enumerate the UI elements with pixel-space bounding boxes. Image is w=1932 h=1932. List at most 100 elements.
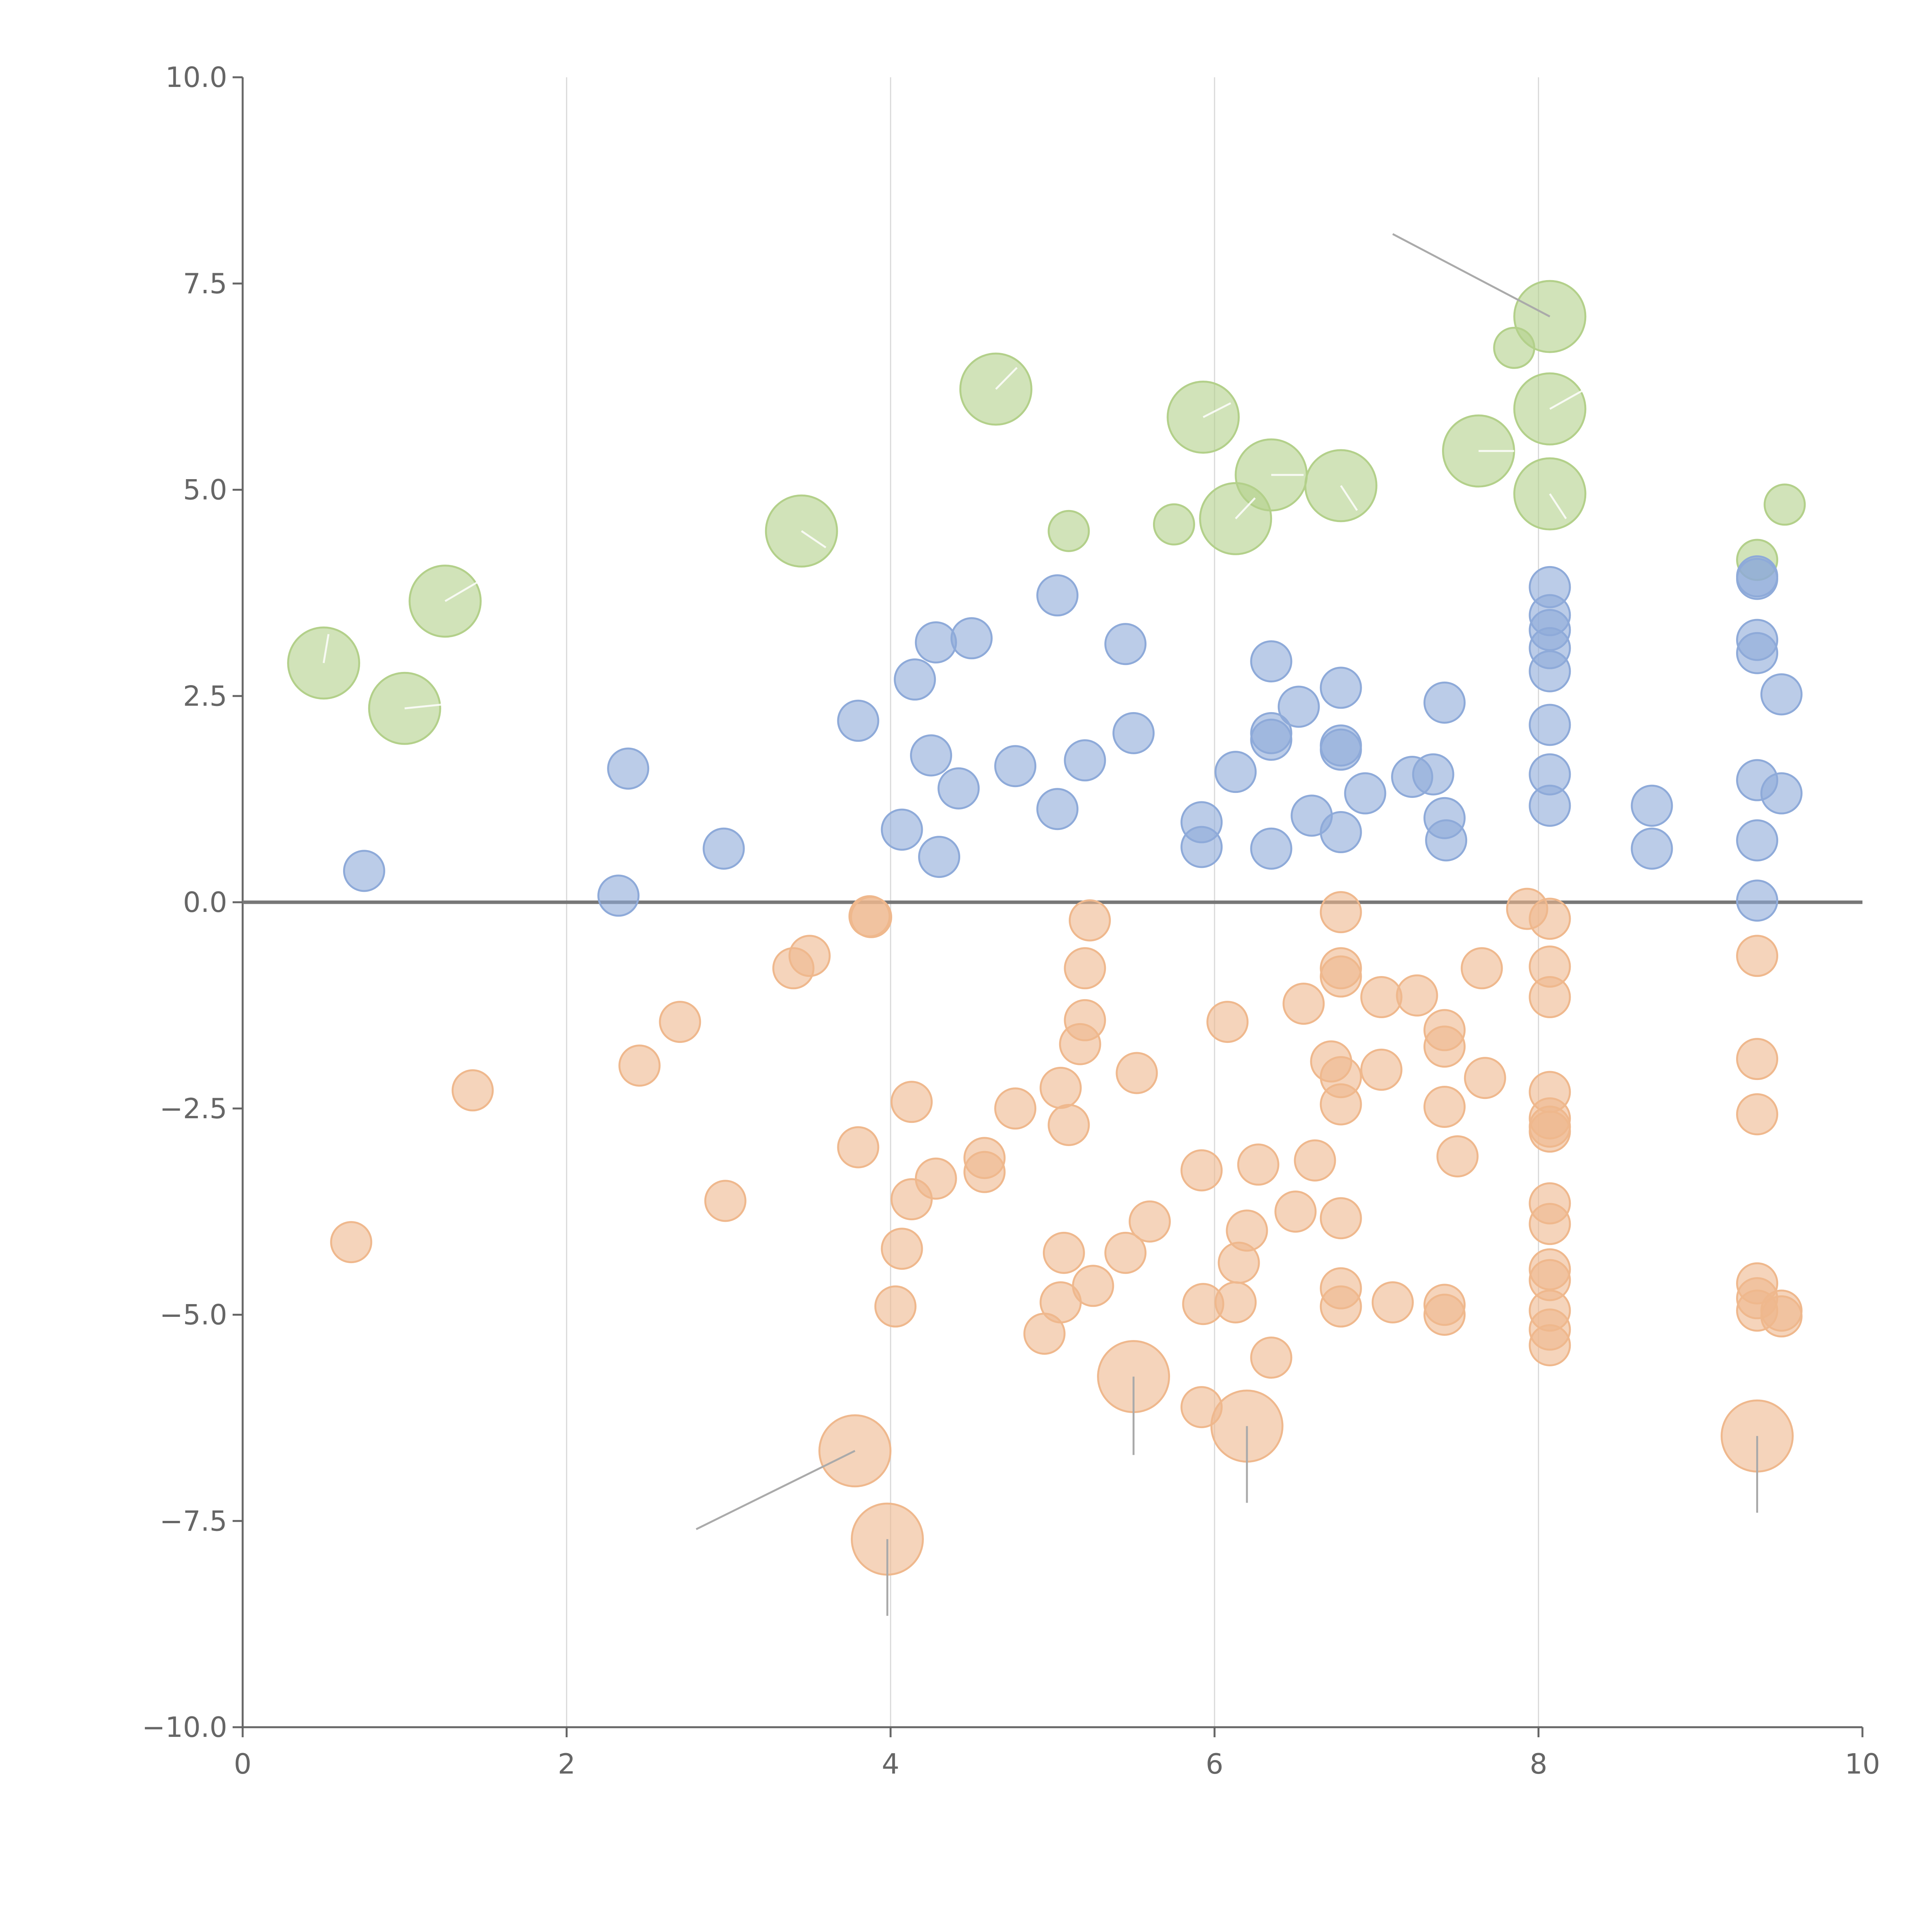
data-point	[994, 1087, 1037, 1130]
data-point	[1529, 976, 1571, 1019]
data-point	[1250, 1337, 1293, 1379]
y-tick-label: −5.0	[160, 1299, 227, 1331]
data-point	[1064, 739, 1106, 782]
data-point	[597, 874, 640, 917]
annotation-leader	[1392, 233, 1551, 318]
data-point	[1320, 1285, 1362, 1328]
data-point	[1760, 673, 1803, 716]
x-tick-label: 8	[1530, 1748, 1548, 1780]
annotation-leader	[1340, 485, 1358, 511]
annotation-leader	[323, 634, 330, 663]
data-point	[1529, 784, 1571, 827]
data-point	[915, 1157, 957, 1200]
data-point	[1396, 974, 1438, 1017]
data-point	[1036, 574, 1079, 617]
data-point	[788, 935, 831, 977]
data-point	[702, 827, 745, 870]
data-point	[1529, 898, 1571, 940]
annotation-leader	[995, 367, 1018, 390]
data-point	[1214, 751, 1257, 793]
data-point	[918, 836, 961, 878]
x-tick-label: 0	[234, 1748, 252, 1780]
data-point	[1274, 1190, 1317, 1233]
data-point	[1214, 1281, 1257, 1323]
data-point	[1371, 1281, 1414, 1323]
data-point	[1277, 685, 1320, 728]
data-point	[910, 734, 952, 777]
y-tick-label: −7.5	[160, 1505, 227, 1537]
data-point	[1206, 1001, 1249, 1043]
data-point	[1048, 510, 1090, 552]
data-point	[1320, 955, 1362, 998]
y-tick-label: 10.0	[165, 61, 227, 94]
data-point	[894, 658, 936, 701]
data-point	[1039, 1066, 1082, 1109]
y-tick-label: −10.0	[142, 1711, 227, 1743]
y-tick-label: 7.5	[183, 267, 227, 300]
data-point	[1104, 623, 1147, 665]
annotation-layer	[323, 233, 1759, 1616]
y-tick-label: 2.5	[183, 680, 227, 712]
annotation-leader	[1202, 402, 1231, 418]
annotation-leader	[801, 530, 827, 549]
data-point	[1226, 1209, 1268, 1252]
points-layer	[287, 280, 1806, 1576]
x-tick-label: 4	[882, 1748, 900, 1780]
data-point	[1048, 1104, 1090, 1146]
data-point	[1068, 899, 1111, 942]
data-point	[1529, 650, 1571, 692]
data-point	[915, 621, 957, 663]
y-tick-label: −2.5	[160, 1092, 227, 1125]
data-point	[1072, 1265, 1114, 1307]
data-point	[1320, 811, 1362, 854]
annotation-leader	[404, 703, 446, 709]
data-point	[837, 1126, 879, 1168]
data-point	[1112, 712, 1155, 754]
annotation-leader	[444, 581, 478, 602]
data-point	[1116, 1052, 1158, 1094]
data-point	[1736, 632, 1779, 674]
data-point	[1360, 1048, 1403, 1091]
data-point	[874, 1285, 917, 1328]
y-tick-label: 0.0	[183, 886, 227, 918]
data-point	[1760, 1295, 1803, 1338]
data-point	[607, 747, 650, 790]
data-point	[963, 1151, 1006, 1193]
data-point	[1425, 819, 1468, 862]
data-point	[1736, 558, 1779, 600]
data-point	[881, 808, 923, 851]
data-point	[330, 1221, 372, 1264]
data-point	[1320, 891, 1362, 934]
data-point	[881, 1228, 923, 1270]
data-point	[1736, 935, 1779, 977]
x-tick-label: 10	[1845, 1748, 1880, 1780]
data-point	[1631, 827, 1673, 870]
data-point	[1320, 1197, 1362, 1240]
data-point	[1320, 1083, 1362, 1126]
data-point	[1736, 1038, 1779, 1080]
data-point	[1423, 1294, 1466, 1336]
data-point	[837, 699, 879, 742]
data-point	[1423, 681, 1466, 724]
data-point	[1412, 753, 1454, 796]
data-point	[1529, 1111, 1571, 1153]
data-point	[1436, 1135, 1479, 1178]
data-point	[659, 1001, 701, 1043]
data-point	[343, 850, 385, 892]
data-point	[1360, 976, 1403, 1019]
data-point	[994, 745, 1037, 787]
data-point	[1529, 1203, 1571, 1245]
data-point	[1320, 667, 1362, 709]
data-point	[1631, 784, 1673, 827]
data-point	[1104, 1231, 1147, 1274]
data-point	[1529, 704, 1571, 746]
annotation-leader	[1549, 493, 1567, 519]
data-point	[1153, 503, 1195, 546]
data-point	[890, 1081, 933, 1123]
data-point	[451, 1069, 494, 1112]
data-point	[1036, 788, 1079, 830]
data-point	[1250, 640, 1293, 683]
data-point	[1464, 1057, 1506, 1099]
